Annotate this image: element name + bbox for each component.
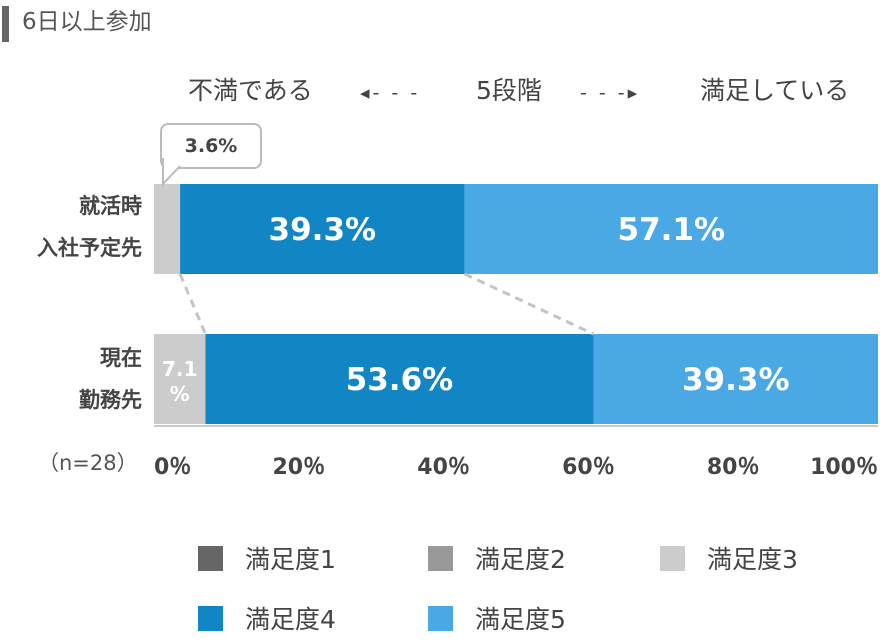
title-accent-bar — [2, 6, 9, 42]
chart-title: 6日以上参加 — [22, 9, 152, 35]
legend-label: 満足度4 — [245, 605, 336, 634]
connector-line-1 — [178, 273, 207, 335]
legend-swatch — [428, 605, 453, 631]
legend-swatch — [428, 545, 453, 571]
x-tick-label: 0％ — [154, 455, 191, 480]
legend-item: 満足度2 — [428, 538, 566, 578]
legend-label: 満足度3 — [707, 545, 798, 574]
sample-size-label: （n=28） — [38, 451, 138, 475]
scale-left-label: 不満である — [188, 76, 313, 105]
legend-label: 満足度2 — [475, 545, 566, 574]
legend-item: 満足度5 — [428, 598, 566, 638]
x-tick-label: 80％ — [707, 455, 760, 480]
bar-segment-row2-s3 — [154, 334, 206, 424]
bar-segment-row2-s5 — [593, 334, 878, 424]
x-tick-label: 20％ — [272, 455, 325, 480]
bar-segment-row1-s5 — [464, 184, 878, 274]
data-label: 53.6% — [346, 362, 454, 398]
scale-center-label: 5段階 — [476, 76, 542, 105]
legend-item: 満足度1 — [198, 538, 336, 578]
row-label-2-line1: 現在 — [100, 346, 142, 370]
x-tick-label: 40％ — [417, 455, 470, 480]
data-label-unit: % — [170, 382, 190, 406]
legend-swatch — [198, 605, 223, 631]
data-label: 39.3% — [682, 362, 790, 398]
row-label-2-line2: 勤務先 — [79, 388, 142, 412]
scale-left-arrow: ◂- - - — [360, 82, 421, 104]
data-label: 7.1 — [162, 357, 197, 381]
legend-item: 満足度4 — [198, 598, 336, 638]
connector-line-2 — [463, 272, 595, 336]
x-tick-label: 60％ — [562, 455, 615, 480]
legend-swatch — [660, 545, 685, 571]
legend-label: 満足度5 — [475, 605, 566, 634]
x-tick-label: 100％ — [810, 455, 878, 480]
legend-swatch — [198, 545, 223, 571]
legend-label: 満足度1 — [245, 545, 336, 574]
scale-right-label: 満足している — [700, 76, 850, 105]
bar-segment-row2-s4 — [205, 334, 594, 424]
data-label: 57.1% — [618, 212, 726, 248]
row-label-1-line2: 入社予定先 — [37, 236, 142, 260]
bar-segment-row1-s3 — [154, 184, 181, 274]
row-label-1-line1: 就活時 — [79, 194, 142, 218]
legend-item: 満足度3 — [660, 538, 798, 578]
callout-label: 3.6% — [160, 123, 262, 169]
bar-segment-row1-s4 — [180, 184, 465, 274]
data-label: 39.3% — [269, 212, 377, 248]
scale-right-arrow: - - -▸ — [580, 82, 641, 104]
